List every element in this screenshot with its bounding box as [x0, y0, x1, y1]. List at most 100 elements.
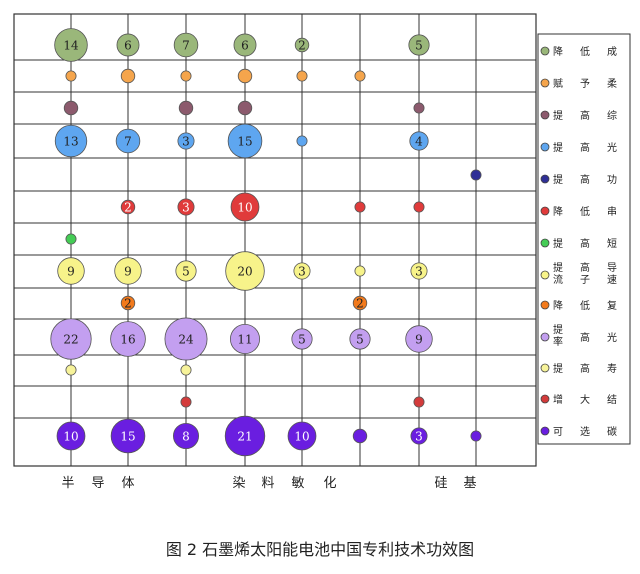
bubble — [225, 251, 265, 291]
bubble — [178, 100, 194, 116]
legend-label: 高 — [580, 331, 590, 344]
legend-label: 提 — [553, 110, 563, 122]
bubble — [230, 192, 260, 222]
bubble-label: 10 — [63, 430, 78, 444]
legend-label: 提 — [553, 324, 563, 336]
bubble-label: 9 — [124, 265, 132, 279]
bubble — [354, 201, 366, 213]
bubble — [470, 430, 482, 442]
bubble — [296, 70, 308, 82]
legend-label: 流 — [553, 273, 563, 286]
bubble — [410, 427, 428, 445]
legend-swatch — [540, 174, 550, 184]
legend-label: 提 — [553, 238, 563, 250]
bubble — [120, 295, 136, 311]
bubble — [354, 265, 366, 277]
bubble-label: 8 — [182, 430, 190, 444]
bubble — [180, 70, 192, 82]
legend-swatch — [540, 426, 550, 436]
bubble — [175, 260, 197, 282]
bubble — [470, 169, 482, 181]
bubble-layer: 14 6 7 6 2 513 7 3 15 42 3 109 9 5 20 3 32 222 16 24 11 5 5 910… — [50, 28, 482, 457]
bubble-label: 10 — [294, 430, 309, 444]
legend-swatch — [540, 394, 550, 404]
legend-label: 导 — [607, 262, 617, 274]
bubble — [177, 198, 195, 216]
bubble — [173, 32, 199, 58]
legend-label: 功 — [607, 174, 617, 186]
bubble-label: 3 — [415, 265, 423, 279]
bubble — [65, 233, 77, 245]
figure-caption: 图 2 石墨烯太阳能电池中国专利技术功效图 — [165, 540, 475, 559]
bubble-label: 9 — [415, 333, 423, 347]
bubble-label: 5 — [298, 333, 306, 347]
bubble — [233, 33, 257, 57]
legend-label: 降 — [553, 205, 563, 218]
bubble-label: 3 — [182, 201, 190, 215]
bubble — [120, 199, 136, 215]
legend-label: 碳 — [607, 425, 617, 438]
bubble — [56, 421, 86, 451]
legend-label: 增 — [553, 393, 563, 406]
bubble — [293, 262, 311, 280]
legend-swatch — [540, 238, 550, 248]
x-axis-label: 体 — [121, 476, 134, 491]
legend-label: 提 — [553, 363, 563, 375]
legend-label: 低 — [580, 299, 590, 312]
bubble-label: 15 — [237, 135, 252, 149]
bubble-label: 6 — [124, 39, 132, 53]
legend-label: 降 — [553, 45, 563, 58]
bubble-label: 10 — [237, 201, 252, 215]
bubble-label: 11 — [237, 333, 252, 347]
legend: 降低成赋予柔提高综提高光提高功降低串提高短提流高子导速降低复提率高光提高寿增大结… — [537, 33, 631, 445]
chart-grid — [13, 13, 537, 467]
bubble — [54, 28, 88, 62]
x-axis-labels: 半导体染料敏化硅基 — [61, 476, 476, 491]
bubble — [294, 37, 310, 53]
bubble — [230, 324, 260, 354]
bubble-label: 5 — [182, 265, 190, 279]
legend-label: 成 — [607, 46, 617, 58]
bubble — [410, 262, 428, 280]
bubble-label: 3 — [298, 265, 306, 279]
bubble-label: 9 — [67, 265, 75, 279]
legend-label: 高 — [580, 173, 590, 186]
legend-label: 短 — [607, 237, 617, 250]
bubble — [237, 68, 253, 84]
bubble — [114, 257, 142, 285]
legend-swatch — [540, 78, 550, 88]
bubble-label: 2 — [124, 201, 132, 215]
bubble — [227, 123, 263, 159]
legend-label: 选 — [580, 425, 590, 438]
bubble — [296, 135, 308, 147]
bubble-label: 3 — [415, 430, 423, 444]
bubble-label: 3 — [182, 135, 190, 149]
legend-label: 降 — [553, 299, 563, 312]
legend-label: 提 — [553, 142, 563, 154]
bubble — [54, 124, 88, 158]
bubble — [180, 364, 192, 376]
x-axis-label: 敏 — [291, 476, 304, 491]
bubble-label: 24 — [178, 333, 194, 347]
plot-frame — [13, 13, 537, 467]
legend-label: 率 — [553, 335, 563, 348]
legend-swatch — [540, 363, 550, 373]
bubble-label: 2 — [298, 39, 306, 53]
bubble-label: 21 — [237, 430, 252, 444]
bubble-label: 15 — [120, 430, 135, 444]
legend-label: 予 — [580, 78, 590, 90]
bubble-label: 2 — [356, 297, 364, 311]
bubble — [63, 100, 79, 116]
bubble — [115, 128, 141, 154]
x-axis-label: 硅 — [434, 476, 447, 491]
bubble — [237, 100, 253, 116]
bubble — [405, 325, 433, 353]
legend-label: 大 — [580, 393, 590, 406]
legend-label: 速 — [607, 274, 617, 286]
x-axis-label: 导 — [91, 476, 104, 491]
bubble-label: 13 — [63, 135, 78, 149]
legend-swatch — [540, 206, 550, 216]
bubble — [164, 317, 208, 361]
bubble — [50, 318, 92, 360]
